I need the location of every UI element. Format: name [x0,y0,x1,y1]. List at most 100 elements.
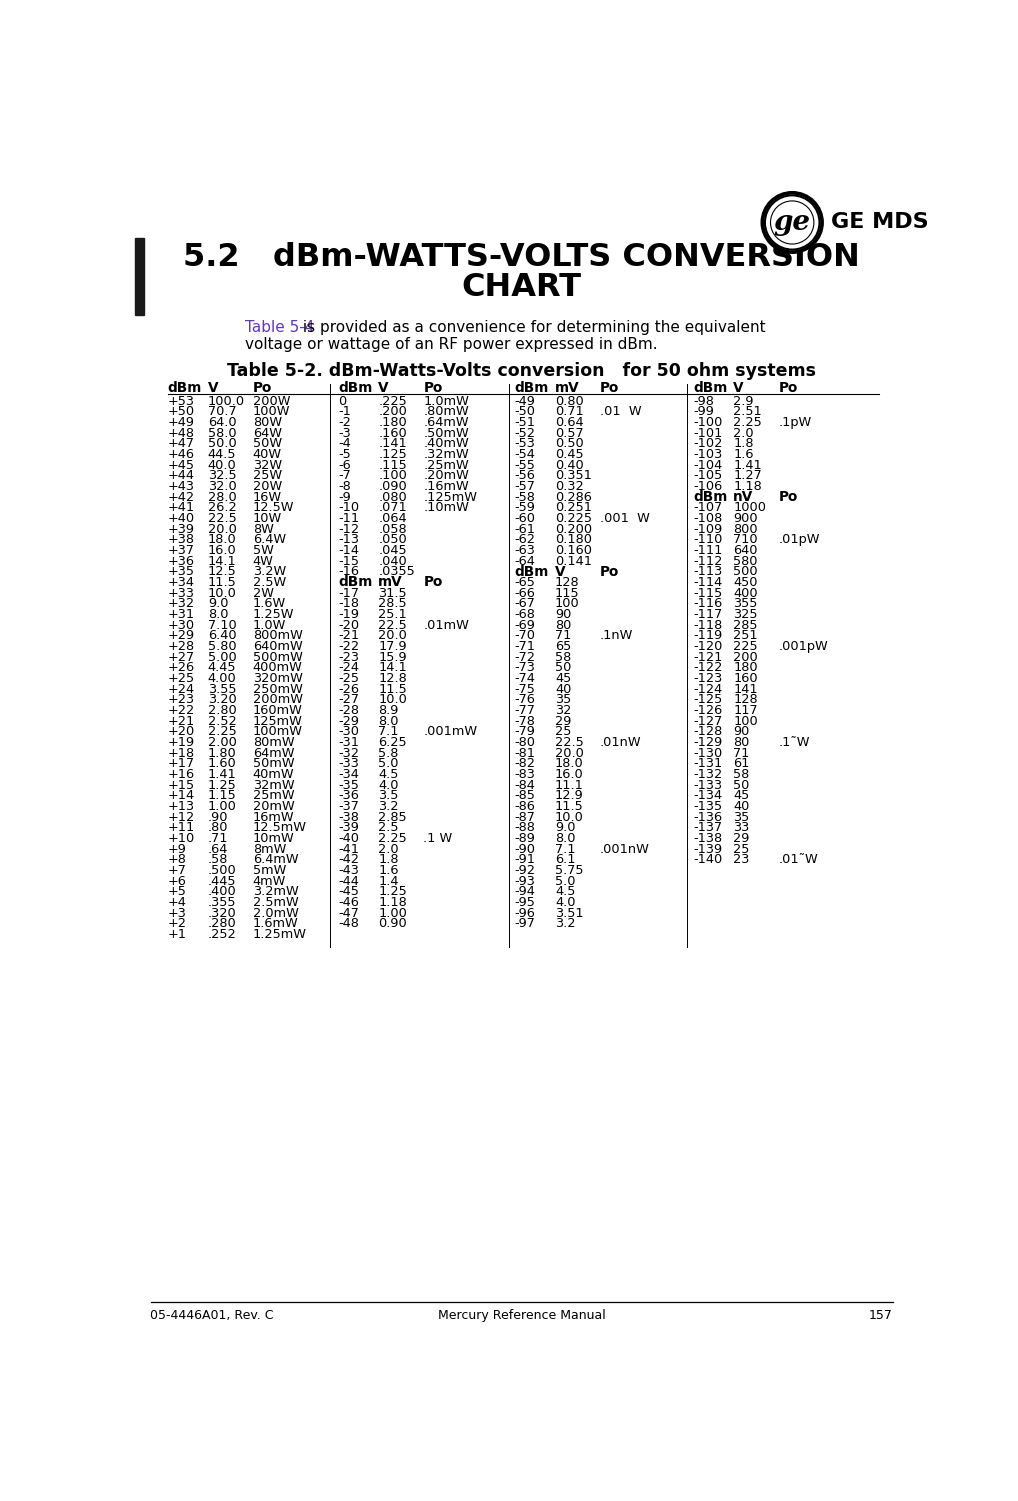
Text: -93: -93 [515,875,535,887]
Text: +32: +32 [168,597,194,611]
Text: +42: +42 [168,491,194,504]
Text: -111: -111 [693,543,723,557]
Text: 64mW: 64mW [252,746,294,760]
Text: 32: 32 [555,704,571,717]
Text: +39: +39 [168,522,194,536]
Text: -120: -120 [693,639,723,653]
Text: 90: 90 [733,725,749,738]
Text: 10.0: 10.0 [208,587,237,599]
Text: 9.0: 9.0 [555,821,575,835]
Text: -19: -19 [338,608,359,621]
Text: -27: -27 [338,693,359,705]
Text: +31: +31 [168,608,194,621]
Text: 28.5: 28.5 [379,597,407,611]
Text: +8: +8 [168,853,186,866]
Text: -59: -59 [515,501,535,515]
Text: .115: .115 [379,459,407,471]
Text: .320: .320 [208,907,236,920]
Text: -76: -76 [515,693,535,705]
Text: 157: 157 [869,1309,893,1322]
Text: 100mW: 100mW [252,725,302,738]
Text: .16mW: .16mW [423,480,469,492]
Text: -112: -112 [693,554,723,567]
Text: 160mW: 160mW [252,704,302,717]
Text: -73: -73 [515,662,535,674]
Text: +10: +10 [168,832,194,845]
Text: 125mW: 125mW [252,714,302,728]
Text: 4mW: 4mW [252,875,286,887]
Text: 5.8: 5.8 [379,746,399,760]
Text: 10.0: 10.0 [379,693,407,705]
Text: 10W: 10W [252,512,282,525]
Text: 0.57: 0.57 [555,426,583,440]
Text: .090: .090 [379,480,407,492]
Text: 32W: 32W [252,459,282,471]
Text: 20.0: 20.0 [379,629,407,642]
Text: 4.00: 4.00 [208,672,236,684]
Text: -133: -133 [693,779,722,791]
Text: .001  W: .001 W [600,512,649,525]
Text: 5.0: 5.0 [379,757,399,770]
Text: 12.9: 12.9 [555,790,583,802]
Text: 1.25: 1.25 [208,779,236,791]
Text: 8.0: 8.0 [379,714,399,728]
Text: 58: 58 [555,650,571,663]
Text: 64W: 64W [252,426,282,440]
Text: -118: -118 [693,618,722,632]
Text: 16.0: 16.0 [555,769,583,781]
Text: 50.0: 50.0 [208,437,236,450]
Text: 0.225: 0.225 [555,512,592,525]
Text: .400: .400 [208,886,236,898]
Text: -40: -40 [338,832,359,845]
Text: -12: -12 [338,522,359,536]
Text: -22: -22 [338,639,359,653]
Text: 40.0: 40.0 [208,459,236,471]
Text: .01˜W: .01˜W [778,853,818,866]
Text: voltage or wattage of an RF power expressed in dBm.: voltage or wattage of an RF power expres… [245,336,658,351]
Text: Po: Po [600,381,619,395]
Text: 35: 35 [733,811,749,824]
Text: -89: -89 [515,832,535,845]
Text: .064: .064 [379,512,407,525]
Text: -30: -30 [338,725,359,738]
Text: -85: -85 [515,790,535,802]
Text: -3: -3 [338,426,351,440]
Text: -132: -132 [693,769,722,781]
Text: +28: +28 [168,639,194,653]
Text: 11.5: 11.5 [208,576,236,588]
Text: Po: Po [778,381,798,395]
Text: 115: 115 [555,587,579,599]
Text: dBm: dBm [693,491,728,504]
Text: -17: -17 [338,587,359,599]
Text: 44.5: 44.5 [208,447,236,461]
Text: .071: .071 [379,501,407,515]
Text: 40mW: 40mW [252,769,294,781]
Text: -53: -53 [515,437,535,450]
Text: -7: -7 [338,470,351,482]
Text: -140: -140 [693,853,722,866]
Text: -128: -128 [693,725,722,738]
Text: 325: 325 [733,608,757,621]
Bar [135,237,145,315]
Text: 5.75: 5.75 [555,865,583,877]
Text: 6.25: 6.25 [379,735,407,749]
Text: 1.6mW: 1.6mW [252,917,298,931]
Text: 1.41: 1.41 [733,459,762,471]
Text: -77: -77 [515,704,535,717]
Text: 2.5mW: 2.5mW [252,896,298,908]
Text: 5.00: 5.00 [208,650,236,663]
Text: -13: -13 [338,533,359,546]
Text: -83: -83 [515,769,535,781]
Text: -124: -124 [693,683,722,695]
Text: 22.5: 22.5 [208,512,236,525]
Text: 61: 61 [733,757,749,770]
Text: -32: -32 [338,746,359,760]
Text: +9: +9 [168,842,186,856]
Text: 1.60: 1.60 [208,757,236,770]
Text: -116: -116 [693,597,722,611]
Text: .71: .71 [208,832,228,845]
Text: .1˜W: .1˜W [778,735,809,749]
Text: .1nW: .1nW [600,629,633,642]
Text: -5: -5 [338,447,351,461]
Text: 1.0mW: 1.0mW [423,395,469,408]
